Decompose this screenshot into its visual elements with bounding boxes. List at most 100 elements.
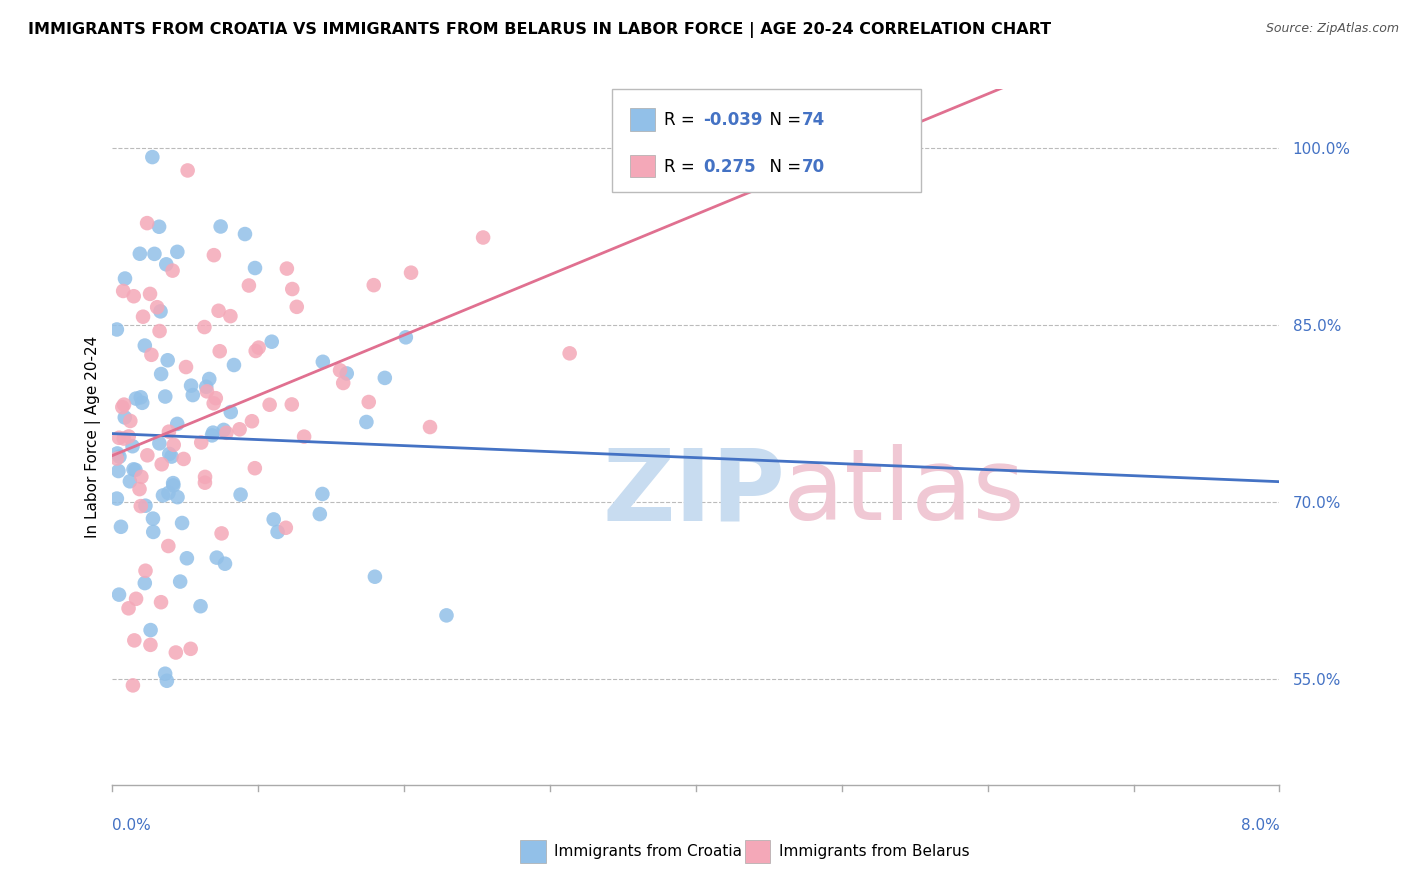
Text: N =: N =	[759, 158, 807, 176]
Text: Immigrants from Croatia: Immigrants from Croatia	[554, 845, 742, 859]
Point	[129, 390, 152, 404]
Point	[266, 524, 288, 539]
Point	[150, 367, 173, 381]
Text: atlas: atlas	[783, 444, 1025, 541]
Point	[245, 343, 267, 358]
Text: ZIP: ZIP	[603, 444, 786, 541]
Point	[155, 257, 177, 271]
Point	[181, 388, 204, 402]
Point	[157, 486, 180, 500]
Point	[118, 475, 141, 489]
Point	[436, 608, 458, 623]
Point	[312, 355, 335, 369]
Text: 0.0%: 0.0%	[112, 818, 152, 832]
Point	[148, 324, 170, 338]
Text: IMMIGRANTS FROM CROATIA VS IMMIGRANTS FROM BELARUS IN LABOR FORCE | AGE 20-24 CO: IMMIGRANTS FROM CROATIA VS IMMIGRANTS FR…	[28, 22, 1052, 38]
Point	[198, 372, 221, 386]
Point	[228, 422, 250, 436]
Point	[215, 425, 238, 440]
Point	[332, 376, 354, 390]
Point	[205, 550, 228, 565]
Point	[157, 425, 180, 439]
Point	[243, 461, 266, 475]
Point	[139, 623, 162, 637]
Point	[240, 414, 263, 428]
Point	[374, 371, 396, 385]
Point	[139, 286, 162, 301]
Point	[193, 320, 215, 334]
Point	[201, 425, 224, 440]
Point	[156, 353, 179, 368]
Point	[157, 447, 180, 461]
Point	[149, 304, 172, 318]
Point	[120, 414, 142, 428]
Point	[247, 341, 270, 355]
Point	[131, 396, 153, 410]
Point	[108, 588, 131, 602]
Text: 70: 70	[801, 158, 824, 176]
Point	[122, 462, 145, 476]
Point	[259, 398, 281, 412]
Point	[136, 216, 159, 230]
Point	[134, 499, 156, 513]
Point	[214, 557, 236, 571]
Point	[105, 322, 128, 336]
Point	[129, 499, 152, 513]
Point	[153, 666, 176, 681]
Point	[163, 438, 186, 452]
Point	[156, 673, 179, 688]
Point	[117, 601, 139, 615]
Point	[112, 398, 135, 412]
Point	[260, 334, 283, 349]
Point	[150, 595, 173, 609]
Point	[276, 261, 298, 276]
Point	[150, 457, 173, 471]
Text: 0.275: 0.275	[703, 158, 755, 176]
Point	[558, 346, 581, 360]
Point	[207, 303, 229, 318]
Point	[308, 507, 330, 521]
Point	[170, 516, 193, 530]
Text: 74: 74	[801, 111, 825, 128]
Point	[124, 463, 146, 477]
Point	[219, 405, 242, 419]
Point	[274, 521, 297, 535]
Point	[190, 599, 212, 614]
Point	[195, 384, 218, 399]
Point	[112, 284, 135, 298]
Point	[208, 344, 231, 359]
Point	[162, 476, 184, 491]
Point	[110, 520, 132, 534]
Point	[114, 410, 136, 425]
Point	[141, 348, 163, 362]
Point	[131, 470, 153, 484]
Point	[311, 487, 333, 501]
Point	[229, 488, 252, 502]
Point	[202, 396, 225, 410]
Point	[211, 526, 233, 541]
Point	[143, 247, 166, 261]
Point	[125, 591, 148, 606]
Point	[194, 475, 217, 490]
Point	[146, 300, 169, 314]
Point	[166, 490, 188, 504]
Point	[124, 633, 146, 648]
Point	[363, 278, 385, 293]
Point	[190, 435, 212, 450]
Point	[281, 397, 304, 411]
Point	[162, 478, 184, 492]
Text: -0.039: -0.039	[703, 111, 762, 128]
Text: R =: R =	[664, 111, 700, 128]
Text: R =: R =	[664, 158, 704, 176]
Point	[166, 417, 188, 431]
Point	[132, 310, 155, 324]
Point	[243, 260, 266, 275]
Point	[112, 432, 135, 446]
Point	[108, 431, 131, 445]
Point	[281, 282, 304, 296]
Text: 8.0%: 8.0%	[1240, 818, 1279, 832]
Point	[157, 539, 180, 553]
Text: Immigrants from Belarus: Immigrants from Belarus	[779, 845, 970, 859]
Point	[169, 574, 191, 589]
Point	[238, 278, 260, 293]
